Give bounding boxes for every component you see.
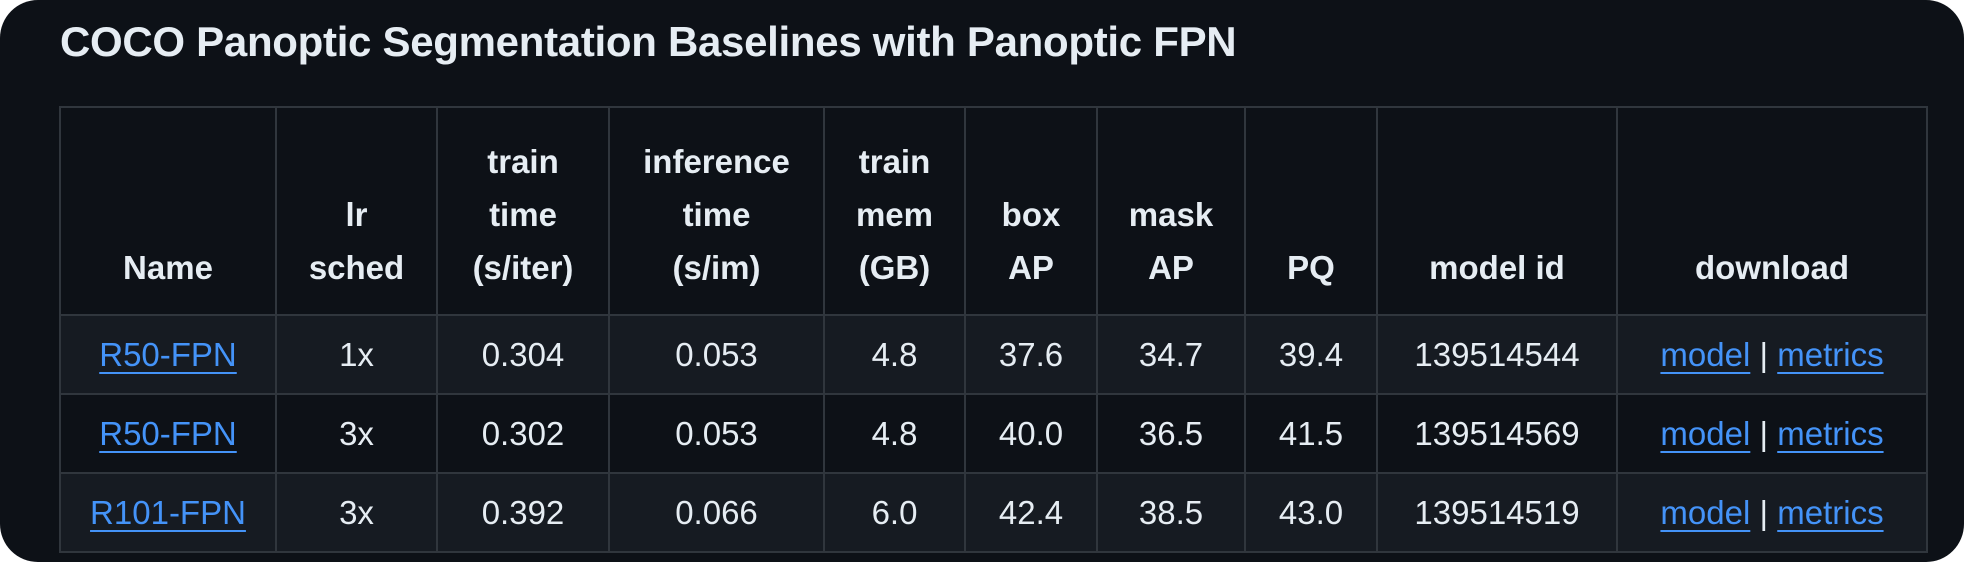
cell-download: model | metrics — [1616, 314, 1928, 395]
header-name: Name — [59, 106, 277, 316]
table-row: R50-FPN 1x 0.304 0.053 4.8 37.6 34.7 39.… — [59, 314, 1928, 395]
name-link[interactable]: R50-FPN — [99, 335, 237, 373]
header-inference-time: inference time (s/im) — [608, 106, 825, 316]
model-download-link[interactable]: model — [1660, 335, 1751, 373]
name-link[interactable]: R101-FPN — [90, 493, 246, 531]
header-lr-sched: lr sched — [275, 106, 438, 316]
cell-mask-ap: 38.5 — [1096, 472, 1246, 553]
metrics-download-link[interactable]: metrics — [1777, 414, 1884, 452]
cell-train-time: 0.392 — [436, 472, 610, 553]
link-separator: | — [1759, 414, 1769, 452]
cell-name: R101-FPN — [59, 472, 277, 553]
cell-inference-time: 0.066 — [608, 472, 825, 553]
header-mask-ap: mask AP — [1096, 106, 1246, 316]
cell-inference-time: 0.053 — [608, 393, 825, 474]
cell-name: R50-FPN — [59, 314, 277, 395]
cell-name: R50-FPN — [59, 393, 277, 474]
cell-mask-ap: 36.5 — [1096, 393, 1246, 474]
cell-train-mem: 4.8 — [823, 393, 966, 474]
cell-box-ap: 42.4 — [964, 472, 1098, 553]
cell-download: model | metrics — [1616, 472, 1928, 553]
cell-pq: 39.4 — [1244, 314, 1378, 395]
cell-model-id: 139514544 — [1376, 314, 1618, 395]
cell-train-time: 0.304 — [436, 314, 610, 395]
header-pq: PQ — [1244, 106, 1378, 316]
header-row: Name lr sched train time (s/iter) infere… — [59, 106, 1928, 316]
cell-pq: 43.0 — [1244, 472, 1378, 553]
cell-mask-ap: 34.7 — [1096, 314, 1246, 395]
cell-model-id: 139514519 — [1376, 472, 1618, 553]
metrics-download-link[interactable]: metrics — [1777, 493, 1884, 531]
cell-lr-sched: 3x — [275, 472, 438, 553]
section-title: COCO Panoptic Segmentation Baselines wit… — [60, 18, 1237, 65]
baselines-table: Name lr sched train time (s/iter) infere… — [59, 106, 1928, 553]
cell-inference-time: 0.053 — [608, 314, 825, 395]
header-box-ap: box AP — [964, 106, 1098, 316]
cell-download: model | metrics — [1616, 393, 1928, 474]
cell-train-mem: 4.8 — [823, 314, 966, 395]
header-train-mem: train mem (GB) — [823, 106, 966, 316]
cell-train-mem: 6.0 — [823, 472, 966, 553]
model-download-link[interactable]: model — [1660, 493, 1751, 531]
cell-model-id: 139514569 — [1376, 393, 1618, 474]
cell-train-time: 0.302 — [436, 393, 610, 474]
cell-lr-sched: 1x — [275, 314, 438, 395]
link-separator: | — [1759, 335, 1769, 373]
table-row: R101-FPN 3x 0.392 0.066 6.0 42.4 38.5 43… — [59, 472, 1928, 553]
cell-box-ap: 40.0 — [964, 393, 1098, 474]
cell-lr-sched: 3x — [275, 393, 438, 474]
header-train-time: train time (s/iter) — [436, 106, 610, 316]
cell-pq: 41.5 — [1244, 393, 1378, 474]
header-download: download — [1616, 106, 1928, 316]
cell-box-ap: 37.6 — [964, 314, 1098, 395]
name-link[interactable]: R50-FPN — [99, 414, 237, 452]
table-row: R50-FPN 3x 0.302 0.053 4.8 40.0 36.5 41.… — [59, 393, 1928, 474]
link-separator: | — [1759, 493, 1769, 531]
metrics-download-link[interactable]: metrics — [1777, 335, 1884, 373]
model-download-link[interactable]: model — [1660, 414, 1751, 452]
header-model-id: model id — [1376, 106, 1618, 316]
